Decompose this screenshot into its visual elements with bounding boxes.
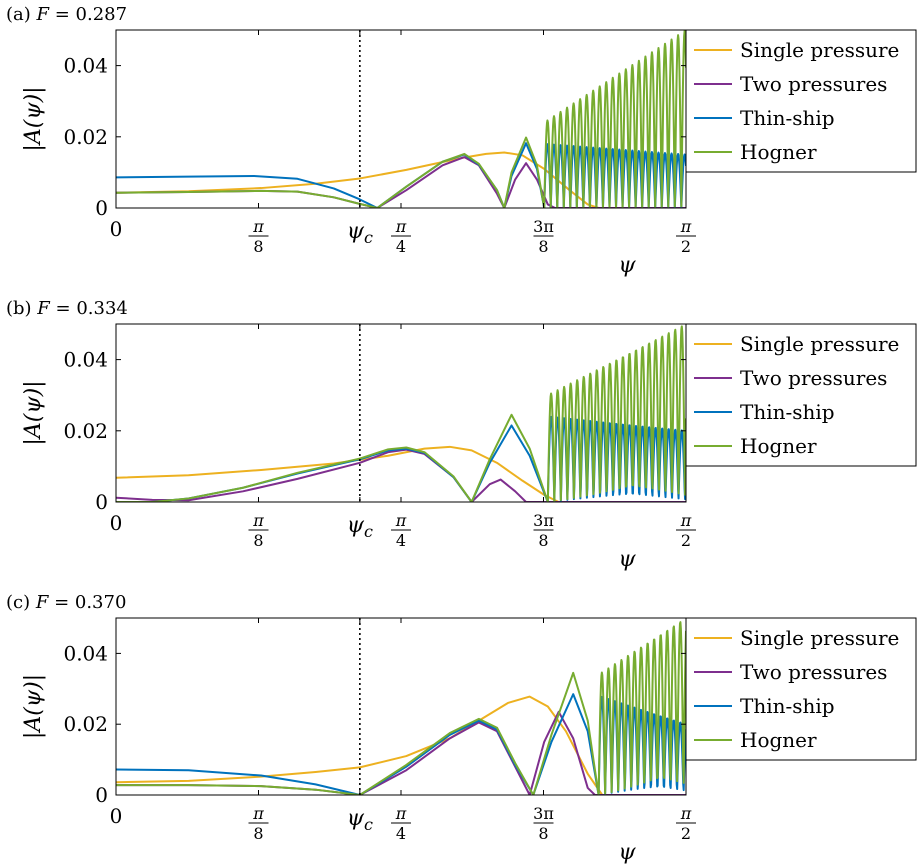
chart-title: (a) F = 0.287 <box>6 4 127 25</box>
svg-text:3π: 3π <box>533 804 554 823</box>
y-tick-label: 0 <box>95 490 108 514</box>
svg-text:8: 8 <box>253 237 263 256</box>
x-tick-label: π8 <box>248 511 269 550</box>
svg-text:2: 2 <box>681 824 691 843</box>
svg-text:4: 4 <box>396 237 406 256</box>
y-axis-label: |A(ψ)| <box>21 674 46 739</box>
x-tick-label-psi-c: ψc <box>347 513 373 541</box>
legend-label: Single pressure <box>740 626 899 650</box>
x-axis-label: ψ <box>618 840 636 865</box>
y-tick-label: 0.02 <box>63 712 108 736</box>
legend-box <box>685 323 917 467</box>
svg-text:π: π <box>252 217 264 236</box>
svg-text:3π: 3π <box>533 511 554 530</box>
svg-text:8: 8 <box>253 824 263 843</box>
series-line-two-pressures <box>116 448 686 502</box>
legend-box <box>685 29 917 173</box>
svg-text:π: π <box>395 804 407 823</box>
legend-label: Single pressure <box>740 332 899 356</box>
legend-label: Thin-ship <box>740 694 835 718</box>
svg-text:π: π <box>252 804 264 823</box>
svg-text:3π: 3π <box>533 217 554 236</box>
legend-label: Single pressure <box>740 38 899 62</box>
y-tick-label: 0.04 <box>63 348 108 372</box>
x-tick-label: 0 <box>110 217 123 241</box>
svg-text:2: 2 <box>681 531 691 550</box>
legend-label: Hogner <box>740 140 817 164</box>
x-tick-label: π2 <box>676 804 696 843</box>
y-axis-label: |A(ψ)| <box>21 86 46 151</box>
x-tick-label: 3π8 <box>533 511 554 550</box>
svg-text:8: 8 <box>538 824 548 843</box>
y-tick-label: 0 <box>95 783 108 807</box>
svg-text:4: 4 <box>396 824 406 843</box>
x-tick-label: π2 <box>676 511 696 550</box>
svg-text:4: 4 <box>396 531 406 550</box>
svg-text:π: π <box>252 511 264 530</box>
x-tick-label: π4 <box>391 217 411 256</box>
legend-label: Two pressures <box>740 660 887 684</box>
legend-label: Thin-ship <box>740 106 835 130</box>
y-tick-label: 0.02 <box>63 125 108 149</box>
svg-text:π: π <box>395 511 407 530</box>
svg-text:8: 8 <box>538 237 548 256</box>
svg-text:8: 8 <box>538 531 548 550</box>
series-line-hogner <box>116 325 686 502</box>
x-tick-label: π8 <box>248 217 269 256</box>
x-tick-label: π2 <box>676 217 696 256</box>
y-tick-label: 0 <box>95 196 108 220</box>
x-tick-label: π8 <box>248 804 269 843</box>
svg-text:π: π <box>680 217 692 236</box>
chart-title: (b) F = 0.334 <box>6 298 128 319</box>
y-axis-label: |A(ψ)| <box>21 380 46 445</box>
legend: Single pressure Two pressures Thin-ship Hog… <box>685 29 917 173</box>
legend-box <box>685 617 917 761</box>
x-tick-label: 3π8 <box>533 217 554 256</box>
y-tick-label: 0.02 <box>63 419 108 443</box>
y-tick-label: 0.04 <box>63 54 108 78</box>
series-line-single-pressure <box>116 151 686 208</box>
svg-text:π: π <box>680 804 692 823</box>
legend-label: Hogner <box>740 434 817 458</box>
legend: Single pressure Two pressures Thin-ship Hog… <box>685 617 917 761</box>
x-tick-label: 0 <box>110 511 123 535</box>
legend-label: Two pressures <box>740 72 887 96</box>
series-line-hogner <box>116 621 686 795</box>
y-tick-label: 0.04 <box>63 641 108 665</box>
svg-text:π: π <box>395 217 407 236</box>
legend: Single pressure Two pressures Thin-ship Hog… <box>685 323 917 467</box>
series-line-hogner <box>116 30 686 208</box>
x-tick-label-psi-c: ψc <box>347 806 373 834</box>
x-axis-label: ψ <box>618 253 636 278</box>
x-tick-label: π4 <box>391 511 411 550</box>
x-axis-label: ψ <box>618 547 636 572</box>
x-tick-label: 3π8 <box>533 804 554 843</box>
x-tick-label-psi-c: ψc <box>347 219 373 247</box>
chart-title: (c) F = 0.370 <box>6 592 126 613</box>
svg-text:π: π <box>680 511 692 530</box>
svg-text:2: 2 <box>681 237 691 256</box>
x-tick-label: 0 <box>110 804 123 828</box>
legend-label: Two pressures <box>740 366 887 390</box>
legend-label: Thin-ship <box>740 400 835 424</box>
x-tick-label: π4 <box>391 804 411 843</box>
legend-label: Hogner <box>740 728 817 752</box>
svg-text:8: 8 <box>253 531 263 550</box>
series-line-thin-ship <box>116 142 686 208</box>
